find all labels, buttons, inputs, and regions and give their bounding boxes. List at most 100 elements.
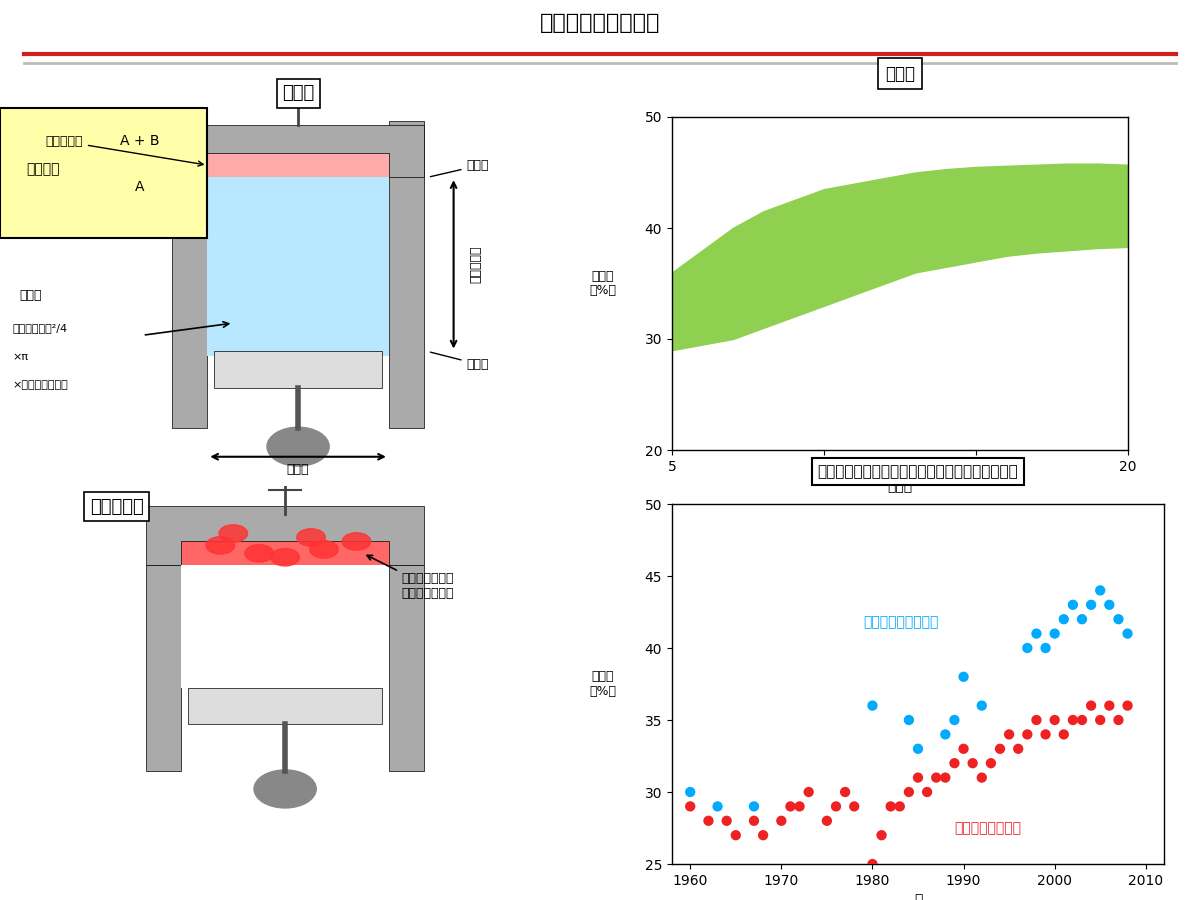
X-axis label: 圧縮比: 圧縮比 xyxy=(888,480,912,493)
Point xyxy=(899,785,918,799)
Point xyxy=(1036,641,1055,655)
Bar xyxy=(208,153,389,177)
Point xyxy=(1027,713,1046,727)
Point xyxy=(972,770,991,785)
Point xyxy=(1118,698,1138,713)
Point xyxy=(1099,698,1118,713)
Text: ＝（ボア径）²/4: ＝（ボア径）²/4 xyxy=(13,323,68,333)
Point xyxy=(1009,742,1028,756)
Point xyxy=(954,742,973,756)
Bar xyxy=(146,565,181,771)
Text: A + B: A + B xyxy=(120,134,160,148)
Point xyxy=(872,828,892,842)
Point xyxy=(1109,612,1128,626)
Text: 燃焼室容積: 燃焼室容積 xyxy=(46,135,203,166)
Point xyxy=(718,814,737,828)
Circle shape xyxy=(266,428,329,466)
Point xyxy=(781,799,800,814)
Text: ガソリンエンジン: ガソリンエンジン xyxy=(954,822,1021,835)
Point xyxy=(972,698,991,713)
Point xyxy=(1091,713,1110,727)
Text: ノッキング: ノッキング xyxy=(90,498,144,516)
Point xyxy=(845,799,864,814)
Circle shape xyxy=(254,770,317,808)
Text: A: A xyxy=(134,180,144,194)
Point xyxy=(1045,713,1064,727)
Circle shape xyxy=(206,536,234,554)
Point xyxy=(1073,612,1092,626)
Point xyxy=(817,814,836,828)
Point xyxy=(1036,727,1055,742)
Circle shape xyxy=(342,533,371,550)
Text: 未燃ガス自着火
（ノッキング）: 未燃ガス自着火 （ノッキング） xyxy=(367,555,455,600)
Text: ボア径: ボア径 xyxy=(287,463,310,476)
Point xyxy=(881,799,900,814)
Bar xyxy=(181,565,389,688)
Point xyxy=(726,828,745,842)
Text: ×（ストローク）: ×（ストローク） xyxy=(13,380,68,390)
Bar xyxy=(181,542,389,565)
Text: 圧縮比＝: 圧縮比＝ xyxy=(26,162,60,176)
Point xyxy=(1118,626,1138,641)
Point xyxy=(754,828,773,842)
Point xyxy=(1000,727,1019,742)
Bar xyxy=(172,121,208,428)
Point xyxy=(982,756,1001,770)
Text: 熱効率: 熱効率 xyxy=(886,65,916,83)
Point xyxy=(835,785,854,799)
Point xyxy=(944,713,964,727)
Point xyxy=(863,698,882,713)
Point xyxy=(744,814,763,828)
Circle shape xyxy=(271,549,299,566)
Point xyxy=(827,799,846,814)
Point xyxy=(1027,626,1046,641)
Point xyxy=(1109,713,1128,727)
Point xyxy=(772,814,791,828)
Bar xyxy=(389,565,425,771)
Y-axis label: 熱効率
（%）: 熱効率 （%） xyxy=(589,670,617,698)
Bar xyxy=(208,177,389,356)
Point xyxy=(799,785,818,799)
Bar xyxy=(172,125,425,177)
Bar xyxy=(188,688,383,724)
Circle shape xyxy=(310,541,338,558)
Point xyxy=(744,799,763,814)
Point xyxy=(908,742,928,756)
Circle shape xyxy=(245,544,274,562)
Point xyxy=(680,785,700,799)
Point xyxy=(1081,598,1100,612)
Point xyxy=(698,814,718,828)
Text: エンジンの基本構成: エンジンの基本構成 xyxy=(540,13,660,33)
Point xyxy=(908,770,928,785)
Point xyxy=(936,770,955,785)
Text: 圧縮比: 圧縮比 xyxy=(282,85,314,103)
Text: ガソリンエンジンとディーゼルエンジンの熱効率: ガソリンエンジンとディーゼルエンジンの熱効率 xyxy=(817,464,1019,479)
Text: 下死点: 下死点 xyxy=(431,352,490,371)
Circle shape xyxy=(296,529,325,546)
Point xyxy=(918,785,937,799)
Point xyxy=(1054,612,1073,626)
Y-axis label: 熱効率
（%）: 熱効率 （%） xyxy=(589,269,617,298)
Text: 排気量: 排気量 xyxy=(19,289,42,302)
Bar xyxy=(389,121,425,428)
Point xyxy=(790,799,809,814)
Point xyxy=(1063,713,1082,727)
Point xyxy=(1091,583,1110,598)
Circle shape xyxy=(220,525,247,542)
Point xyxy=(890,799,910,814)
Point xyxy=(1063,598,1082,612)
Point xyxy=(1099,598,1118,612)
Text: ×π: ×π xyxy=(13,352,29,362)
Point xyxy=(944,756,964,770)
Bar xyxy=(214,352,383,388)
Point xyxy=(863,857,882,871)
Point xyxy=(708,799,727,814)
Point xyxy=(936,727,955,742)
Point xyxy=(954,670,973,684)
Point xyxy=(1073,713,1092,727)
Point xyxy=(1054,727,1073,742)
Point xyxy=(964,756,983,770)
Text: ディーゼルエンジン: ディーゼルエンジン xyxy=(863,616,938,629)
Point xyxy=(990,742,1009,756)
Point xyxy=(926,770,946,785)
